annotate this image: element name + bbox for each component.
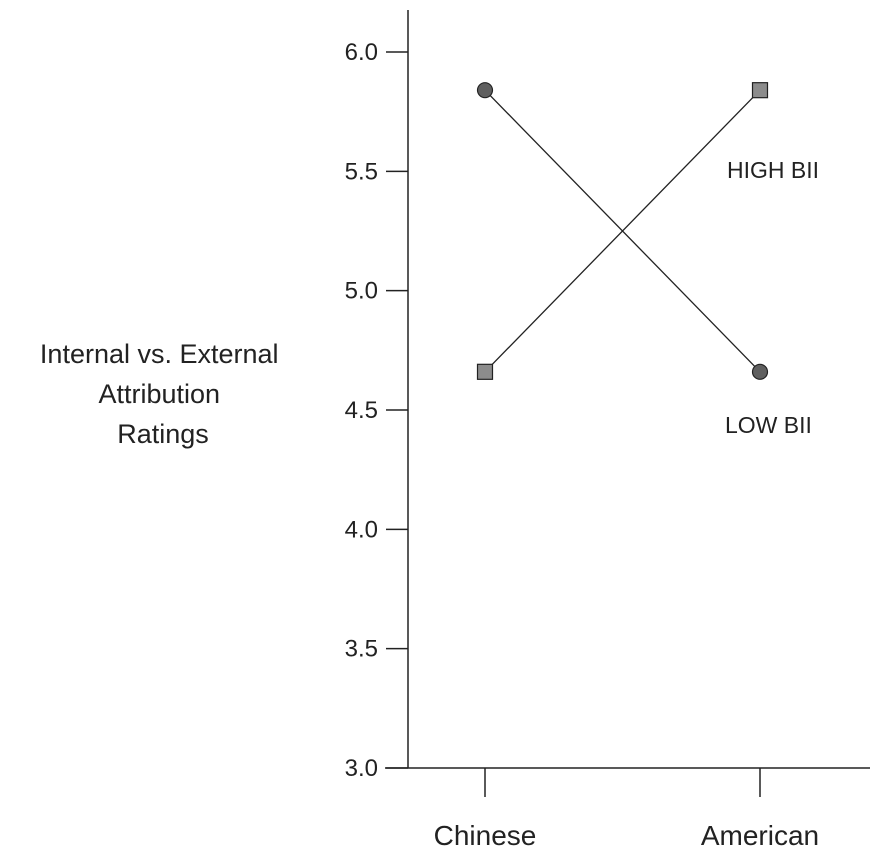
y-axis-label-line-1: Internal vs. External xyxy=(40,339,279,369)
series-label-low-bii: LOW BII xyxy=(725,412,812,438)
x-tick-label-chinese: Chinese xyxy=(434,820,537,851)
data-point-low-bii-chinese xyxy=(476,82,494,99)
y-axis-label: Internal vs. External Attribution Rating… xyxy=(40,339,286,449)
y-axis-label-line-3: Ratings xyxy=(117,419,209,449)
y-tick-label: 5.0 xyxy=(345,278,378,305)
data-point-high-bii-chinese xyxy=(476,363,494,380)
axes xyxy=(385,10,870,769)
series-label-high-bii: HIGH BII xyxy=(727,157,819,183)
series: LOW BII HIGH BII xyxy=(476,82,819,438)
y-tick-label: 4.5 xyxy=(345,397,378,424)
y-tick-label: 3.5 xyxy=(345,636,378,663)
x-tick-label-american: American xyxy=(701,820,819,851)
data-point-high-bii-american xyxy=(751,82,769,99)
x-ticks: Chinese American xyxy=(434,768,819,851)
y-tick-label: 6.0 xyxy=(345,39,378,66)
y-tick-label: 5.5 xyxy=(345,158,378,185)
y-axis-label-line-2: Attribution xyxy=(98,379,220,409)
series-high-bii: HIGH BII xyxy=(476,82,819,380)
data-point-low-bii-american xyxy=(751,363,769,380)
series-low-bii: LOW BII xyxy=(476,82,812,438)
y-ticks: 6.0 5.5 5.0 4.5 4.0 3.5 3.0 xyxy=(345,39,408,782)
y-tick-label: 3.0 xyxy=(345,755,378,782)
y-tick-label: 4.0 xyxy=(345,516,378,543)
series-line-high-bii xyxy=(484,89,761,373)
